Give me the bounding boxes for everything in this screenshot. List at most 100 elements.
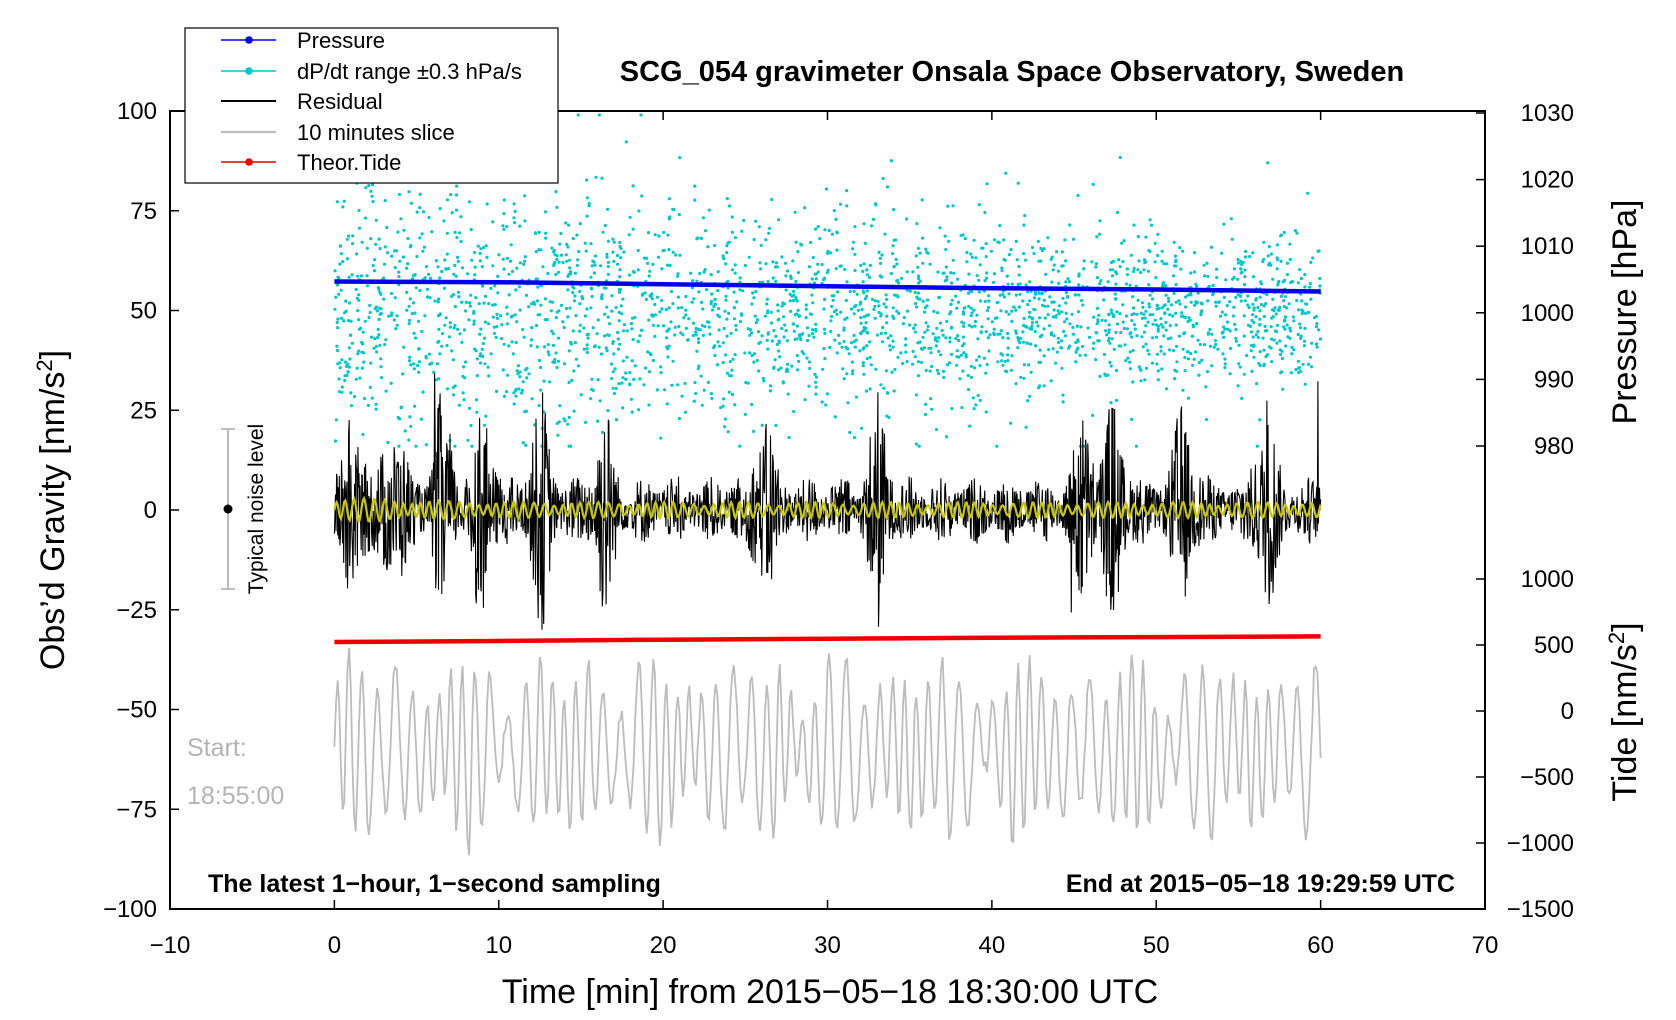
dpdt-point — [627, 233, 631, 237]
dpdt-point — [343, 378, 347, 383]
dpdt-point — [1181, 388, 1185, 392]
dpdt-point — [1243, 275, 1247, 279]
dpdt-point — [559, 303, 564, 307]
dpdt-point — [1182, 332, 1186, 336]
dpdt-point — [599, 264, 603, 268]
dpdt-point — [1312, 316, 1317, 320]
dpdt-point — [1171, 348, 1176, 353]
legend-item-pressure: Pressure — [221, 28, 385, 53]
dpdt-point — [458, 332, 462, 336]
dpdt-point — [963, 237, 967, 241]
dpdt-point — [1064, 280, 1068, 284]
dpdt-point — [425, 295, 430, 299]
dpdt-point — [457, 295, 461, 299]
dpdt-point — [587, 201, 591, 205]
dpdt-point — [669, 320, 673, 324]
dpdt-point — [1028, 394, 1032, 398]
dpdt-point — [1298, 322, 1302, 326]
dpdt-point — [1115, 398, 1119, 402]
dpdt-point — [941, 369, 946, 373]
dpdt-point — [832, 209, 836, 213]
dpdt-point — [524, 293, 529, 297]
dpdt-point — [1163, 312, 1167, 316]
dpdt-point — [389, 381, 393, 385]
dpdt-point — [1283, 295, 1287, 299]
dpdt-point — [904, 337, 908, 341]
dpdt-point — [1199, 301, 1203, 305]
dpdt-point — [444, 316, 448, 320]
dpdt-point — [338, 366, 342, 370]
dpdt-point — [847, 352, 851, 356]
dpdt-point — [861, 269, 865, 273]
dpdt-point — [701, 307, 705, 311]
dpdt-point — [666, 347, 670, 351]
dpdt-point — [1237, 362, 1241, 366]
dpdt-point — [1029, 342, 1033, 346]
dpdt-point — [1023, 214, 1027, 218]
dpdt-point — [781, 301, 785, 305]
dpdt-point — [1283, 327, 1287, 331]
dpdt-point — [618, 268, 622, 272]
dpdt-point — [1032, 251, 1036, 256]
dpdt-point — [499, 314, 503, 318]
dpdt-point — [606, 272, 611, 276]
dpdt-point — [518, 261, 523, 265]
dpdt-point — [1222, 335, 1226, 339]
dpdt-point — [933, 338, 938, 342]
dpdt-point — [605, 252, 609, 256]
dpdt-point — [522, 262, 526, 266]
dpdt-point — [512, 391, 516, 395]
dpdt-point — [455, 184, 459, 188]
dpdt-point — [963, 306, 967, 310]
dpdt-point — [566, 422, 570, 426]
dpdt-point — [368, 310, 372, 315]
dpdt-point — [643, 291, 647, 295]
dpdt-point — [543, 297, 548, 301]
dpdt-point — [972, 366, 977, 370]
dpdt-point — [434, 378, 439, 382]
dpdt-point — [799, 242, 803, 246]
dpdt-point — [359, 326, 363, 330]
dpdt-point — [1086, 326, 1090, 330]
dpdt-point — [607, 333, 611, 337]
residual-series — [333, 373, 1322, 630]
dpdt-point — [1197, 373, 1201, 377]
dpdt-point — [1047, 324, 1052, 328]
dpdt-point — [733, 271, 737, 275]
dpdt-point — [571, 290, 575, 295]
dpdt-point — [1063, 238, 1067, 242]
dpdt-point — [487, 302, 491, 306]
dpdt-point — [726, 430, 730, 434]
dpdt-point — [918, 279, 922, 283]
legend-marker-tide — [245, 158, 253, 166]
dpdt-point — [1210, 364, 1214, 368]
dpdt-point — [611, 340, 615, 344]
dpdt-point — [534, 277, 538, 282]
dpdt-point — [515, 369, 519, 373]
dpdt-point — [1139, 379, 1143, 383]
dpdt-point — [868, 387, 872, 391]
dpdt-point — [712, 346, 716, 350]
dpdt-point — [1148, 218, 1152, 222]
dpdt-point — [861, 329, 865, 333]
dpdt-point — [373, 269, 377, 273]
dpdt-point — [555, 310, 559, 314]
dpdt-point — [349, 404, 353, 408]
dpdt-point — [610, 309, 614, 313]
dpdt-point — [966, 291, 971, 295]
dpdt-point — [1228, 329, 1232, 333]
dpdt-point — [1300, 308, 1304, 312]
dpdt-point — [357, 226, 362, 230]
dpdt-point — [1141, 345, 1145, 349]
dpdt-point — [717, 328, 721, 332]
dpdt-point — [1179, 267, 1183, 271]
dpdt-point — [838, 264, 842, 268]
dpdt-point — [1040, 249, 1044, 253]
legend-box — [184, 27, 559, 184]
dpdt-point — [983, 299, 987, 303]
dpdt-point — [1099, 279, 1103, 283]
dpdt-point — [1254, 315, 1258, 319]
dpdt-point — [624, 371, 628, 375]
dpdt-point — [959, 353, 964, 357]
dpdt-point — [438, 312, 442, 316]
